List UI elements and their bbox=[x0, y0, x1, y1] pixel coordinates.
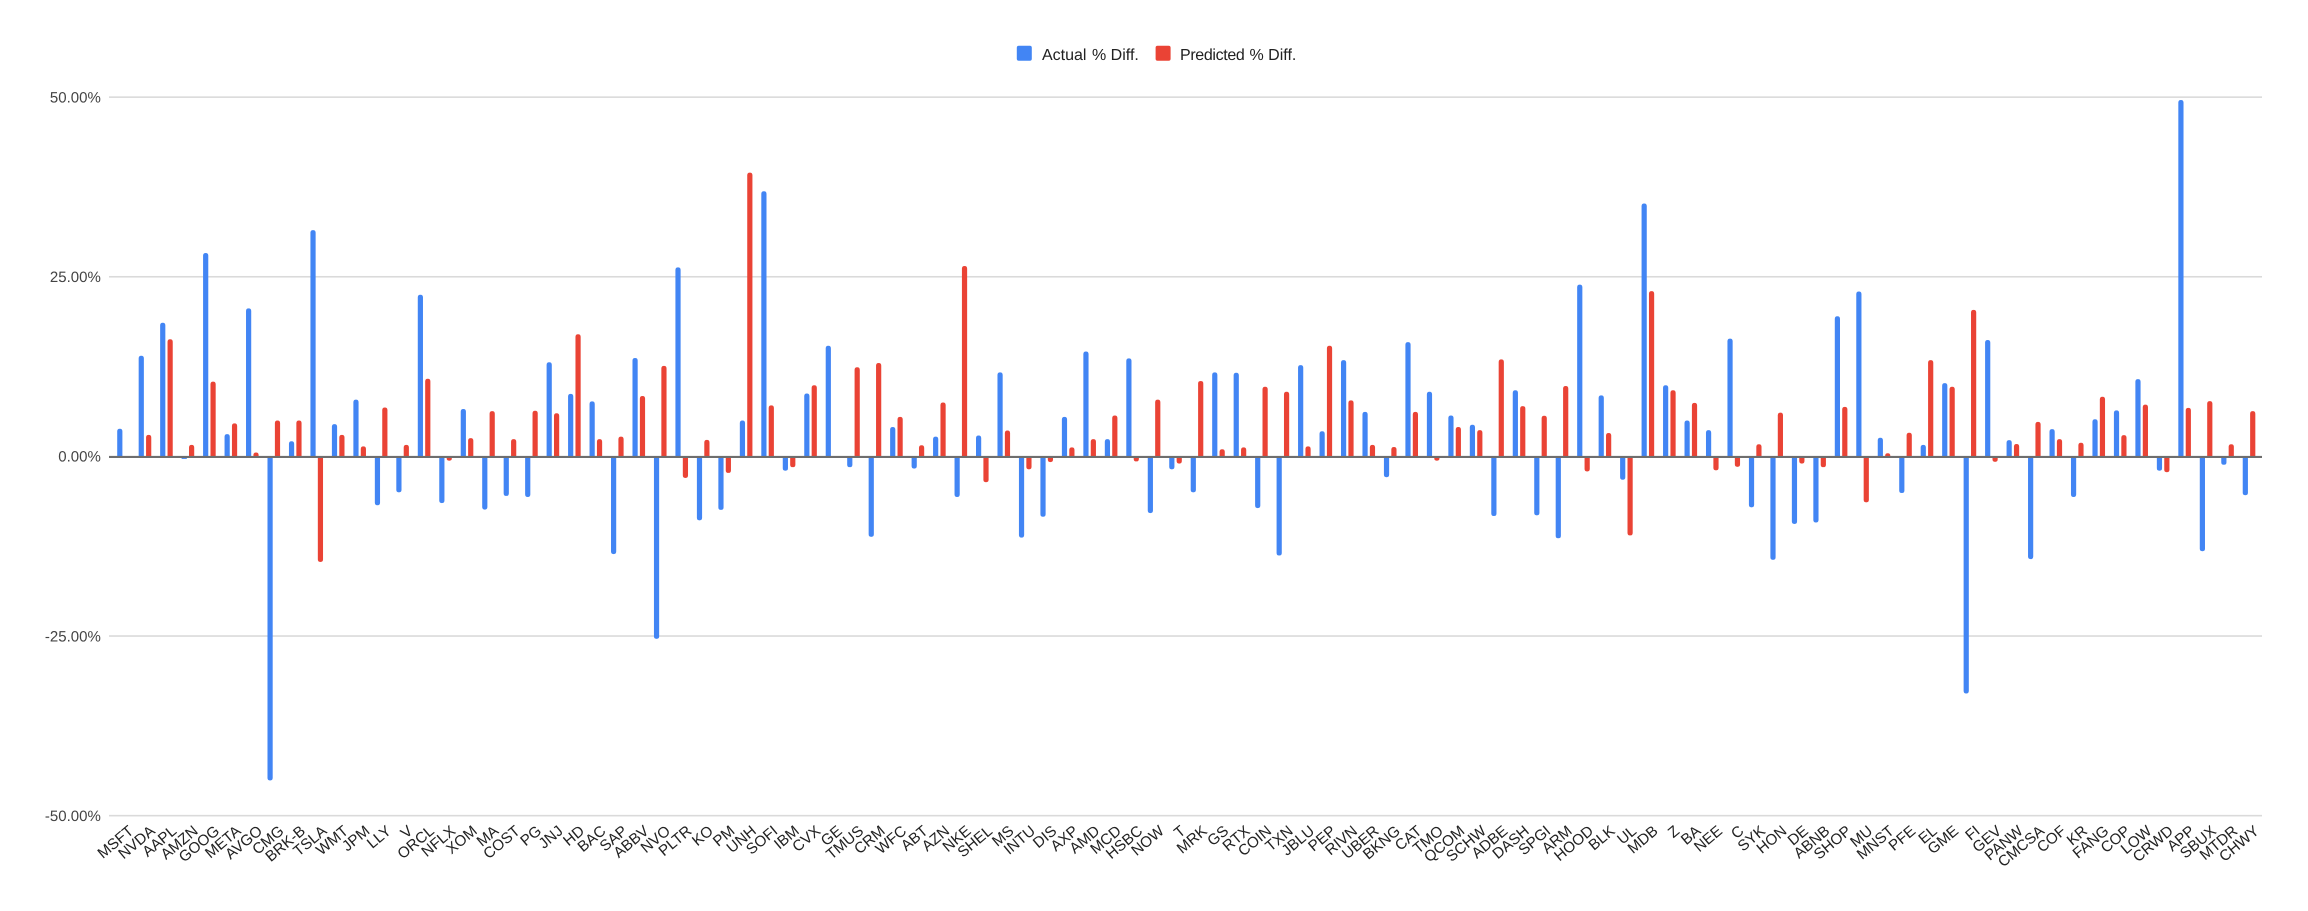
svg-text:Actual: Actual bbox=[1042, 47, 1086, 64]
svg-text:% Diff.: % Diff. bbox=[1092, 47, 1139, 64]
svg-text:0.00%: 0.00% bbox=[58, 449, 101, 466]
svg-text:25.00%: 25.00% bbox=[50, 269, 101, 286]
svg-text:% Diff.: % Diff. bbox=[1250, 47, 1297, 64]
svg-text:-50.00%: -50.00% bbox=[45, 808, 101, 825]
svg-text:-25.00%: -25.00% bbox=[45, 628, 101, 645]
svg-text:Predicted: Predicted bbox=[1180, 47, 1244, 64]
svg-text:50.00%: 50.00% bbox=[50, 89, 101, 106]
